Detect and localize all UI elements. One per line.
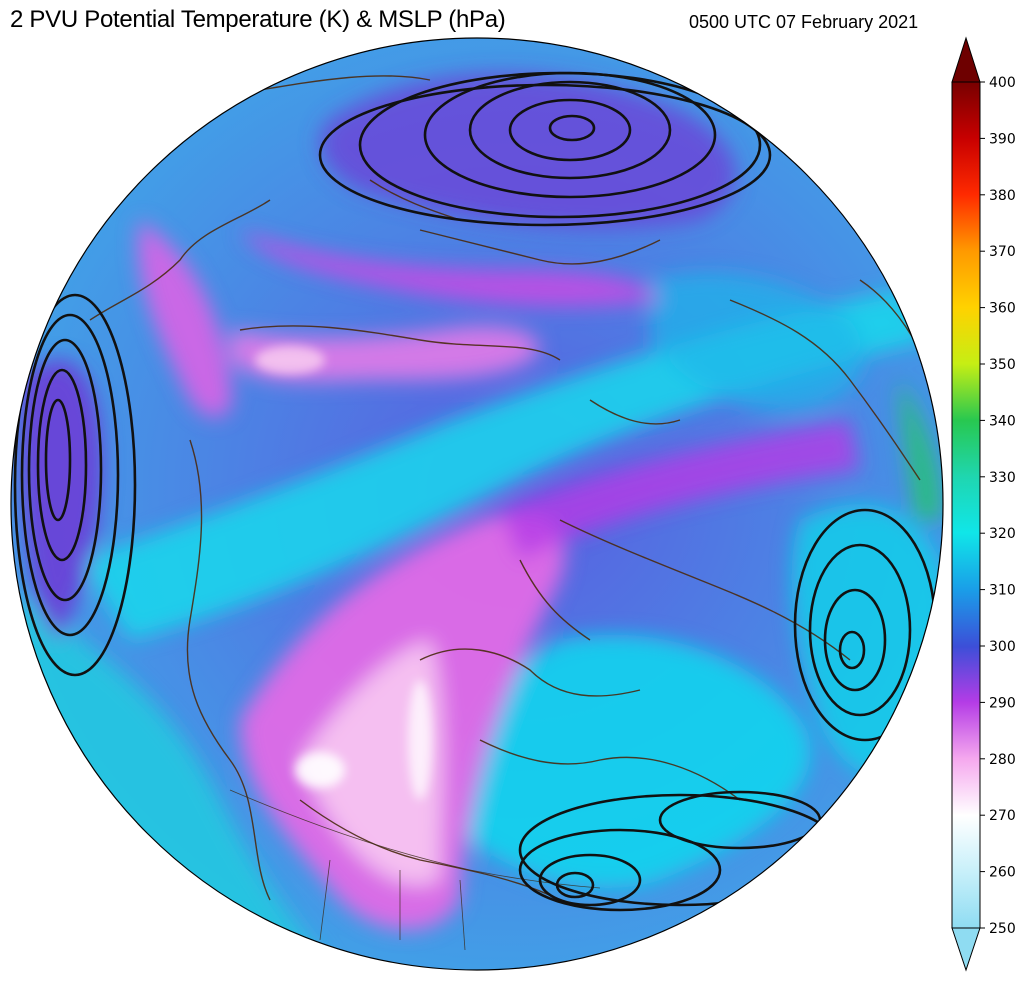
colorbar-tick-label: 360 xyxy=(989,301,1016,317)
colorbar: 400 390 380 370 360 350 340 330 320 310 300 290 280 2… xyxy=(951,36,1016,972)
colorbar-tick-label: 350 xyxy=(989,357,1016,373)
colorbar-tick-label: 400 xyxy=(989,75,1016,91)
colorbar-tick-label: 310 xyxy=(989,583,1016,599)
colorbar-tick-label: 270 xyxy=(989,808,1016,824)
colorbar-tick-label: 340 xyxy=(989,413,1016,429)
colorbar-tick-label: 250 xyxy=(989,921,1016,937)
chart-title: 2 PVU Potential Temperature (K) & MSLP (… xyxy=(10,6,506,33)
colorbar-tick-label: 330 xyxy=(989,470,1016,486)
globe-outline xyxy=(10,37,944,971)
colorbar-tick-label: 300 xyxy=(989,639,1016,655)
colorbar-tick-label: 390 xyxy=(989,131,1016,147)
colorbar-tick-label: 280 xyxy=(989,752,1016,768)
colorbar-tick-label: 290 xyxy=(989,695,1016,711)
colorbar-tick-label: 260 xyxy=(989,865,1016,881)
colorbar-tick-label: 370 xyxy=(989,244,1016,260)
colorbar-tick-label: 380 xyxy=(989,188,1016,204)
colorbar-tick-label: 320 xyxy=(989,526,1016,542)
valid-time: 0500 UTC 07 February 2021 xyxy=(689,12,919,32)
